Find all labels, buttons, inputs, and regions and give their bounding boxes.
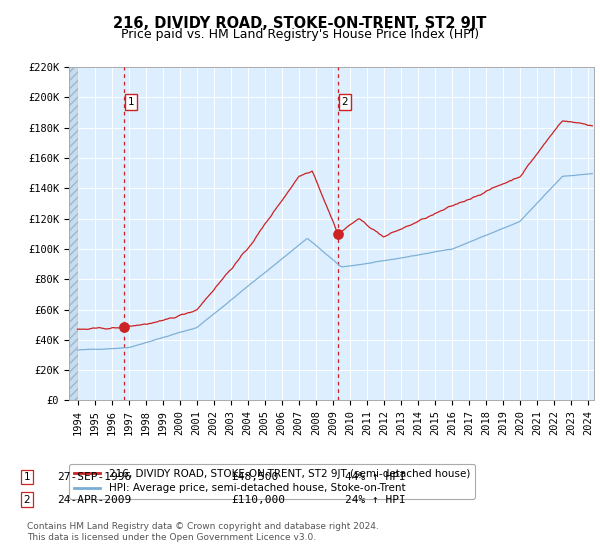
Point — [119, 323, 129, 332]
Text: 1: 1 — [128, 97, 134, 107]
Text: Price paid vs. HM Land Registry's House Price Index (HPI): Price paid vs. HM Land Registry's House … — [121, 28, 479, 41]
Text: 24% ↑ HPI: 24% ↑ HPI — [345, 494, 406, 505]
Text: 216, DIVIDY ROAD, STOKE-ON-TRENT, ST2 9JT: 216, DIVIDY ROAD, STOKE-ON-TRENT, ST2 9J… — [113, 16, 487, 31]
Text: 44% ↑ HPI: 44% ↑ HPI — [345, 472, 406, 482]
Text: £110,000: £110,000 — [231, 494, 285, 505]
Text: 2: 2 — [23, 494, 31, 505]
Legend: 216, DIVIDY ROAD, STOKE-ON-TRENT, ST2 9JT (semi-detached house), HPI: Average pr: 216, DIVIDY ROAD, STOKE-ON-TRENT, ST2 9J… — [69, 464, 475, 498]
Text: This data is licensed under the Open Government Licence v3.0.: This data is licensed under the Open Gov… — [27, 533, 316, 542]
Text: £48,500: £48,500 — [231, 472, 278, 482]
Text: 27-SEP-1996: 27-SEP-1996 — [57, 472, 131, 482]
Text: 2: 2 — [341, 97, 348, 107]
Text: 24-APR-2009: 24-APR-2009 — [57, 494, 131, 505]
Point — [333, 230, 343, 239]
Text: 1: 1 — [23, 472, 31, 482]
Text: Contains HM Land Registry data © Crown copyright and database right 2024.: Contains HM Land Registry data © Crown c… — [27, 522, 379, 531]
